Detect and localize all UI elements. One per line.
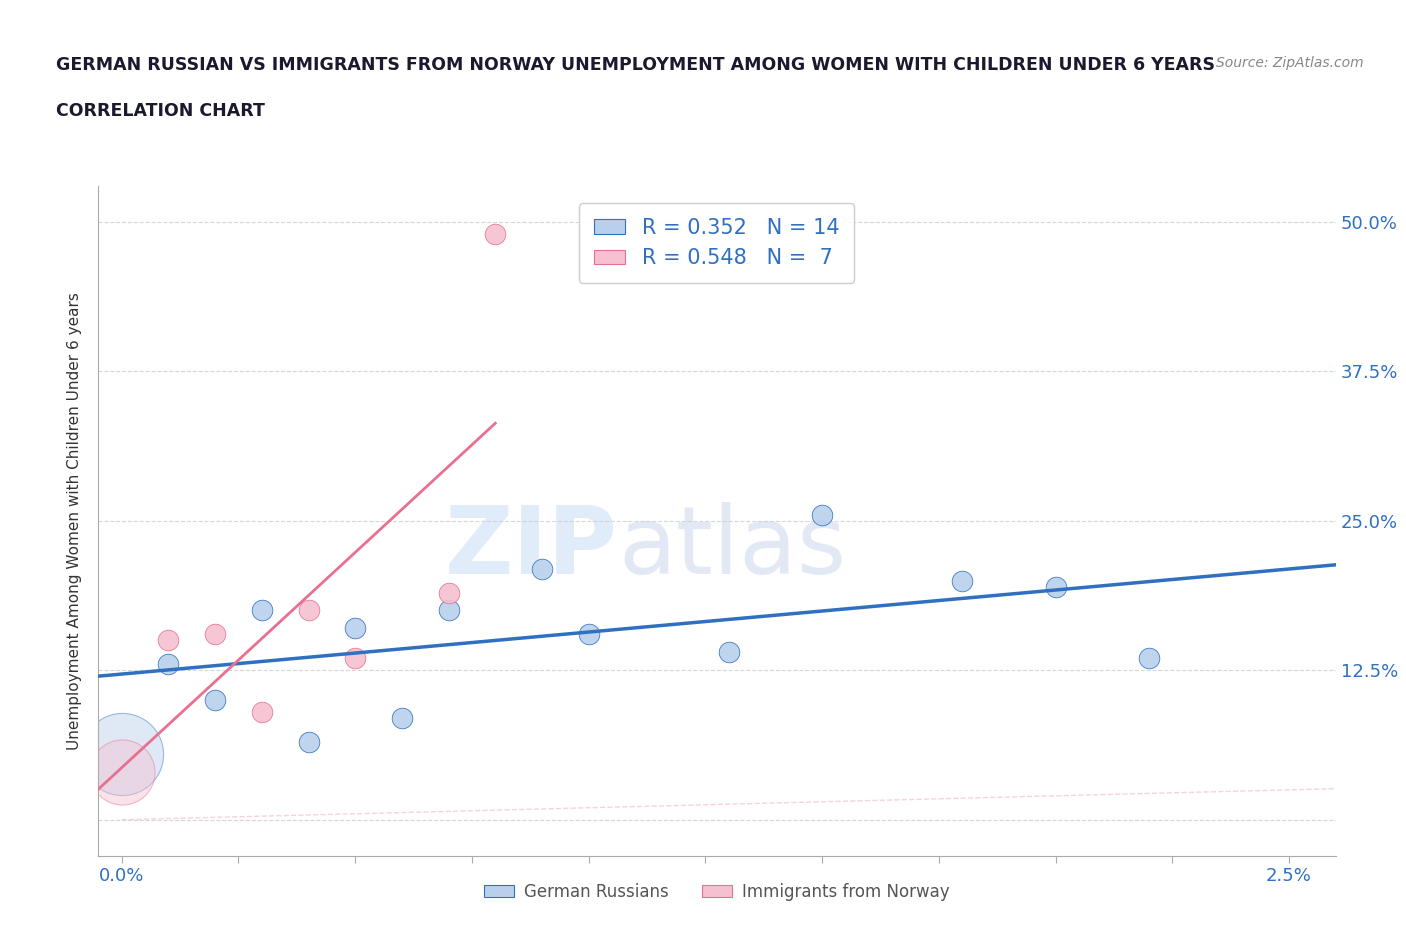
Point: [391, 711, 413, 725]
Point: [157, 657, 180, 671]
Point: [1045, 579, 1067, 594]
Point: [157, 633, 180, 648]
Y-axis label: Unemployment Among Women with Children Under 6 years: Unemployment Among Women with Children U…: [67, 292, 83, 750]
Text: GERMAN RUSSIAN VS IMMIGRANTS FROM NORWAY UNEMPLOYMENT AMONG WOMEN WITH CHILDREN : GERMAN RUSSIAN VS IMMIGRANTS FROM NORWAY…: [56, 56, 1215, 73]
Point: [250, 705, 273, 720]
Point: [111, 747, 134, 762]
Point: [344, 621, 367, 636]
Point: [530, 561, 553, 576]
Point: [204, 693, 226, 708]
Text: Source: ZipAtlas.com: Source: ZipAtlas.com: [1216, 56, 1364, 70]
Point: [437, 585, 460, 600]
Point: [297, 603, 319, 618]
Point: [344, 651, 367, 666]
Legend: German Russians, Immigrants from Norway: German Russians, Immigrants from Norway: [478, 876, 956, 908]
Point: [111, 764, 134, 779]
Point: [484, 226, 506, 241]
Point: [204, 627, 226, 642]
Point: [437, 603, 460, 618]
Point: [297, 735, 319, 750]
Text: CORRELATION CHART: CORRELATION CHART: [56, 102, 266, 120]
Point: [811, 508, 834, 523]
Point: [250, 603, 273, 618]
Point: [717, 644, 740, 659]
Text: ZIP: ZIP: [446, 501, 619, 593]
Text: atlas: atlas: [619, 501, 846, 593]
Point: [1137, 651, 1160, 666]
Point: [950, 573, 973, 588]
Point: [578, 627, 600, 642]
